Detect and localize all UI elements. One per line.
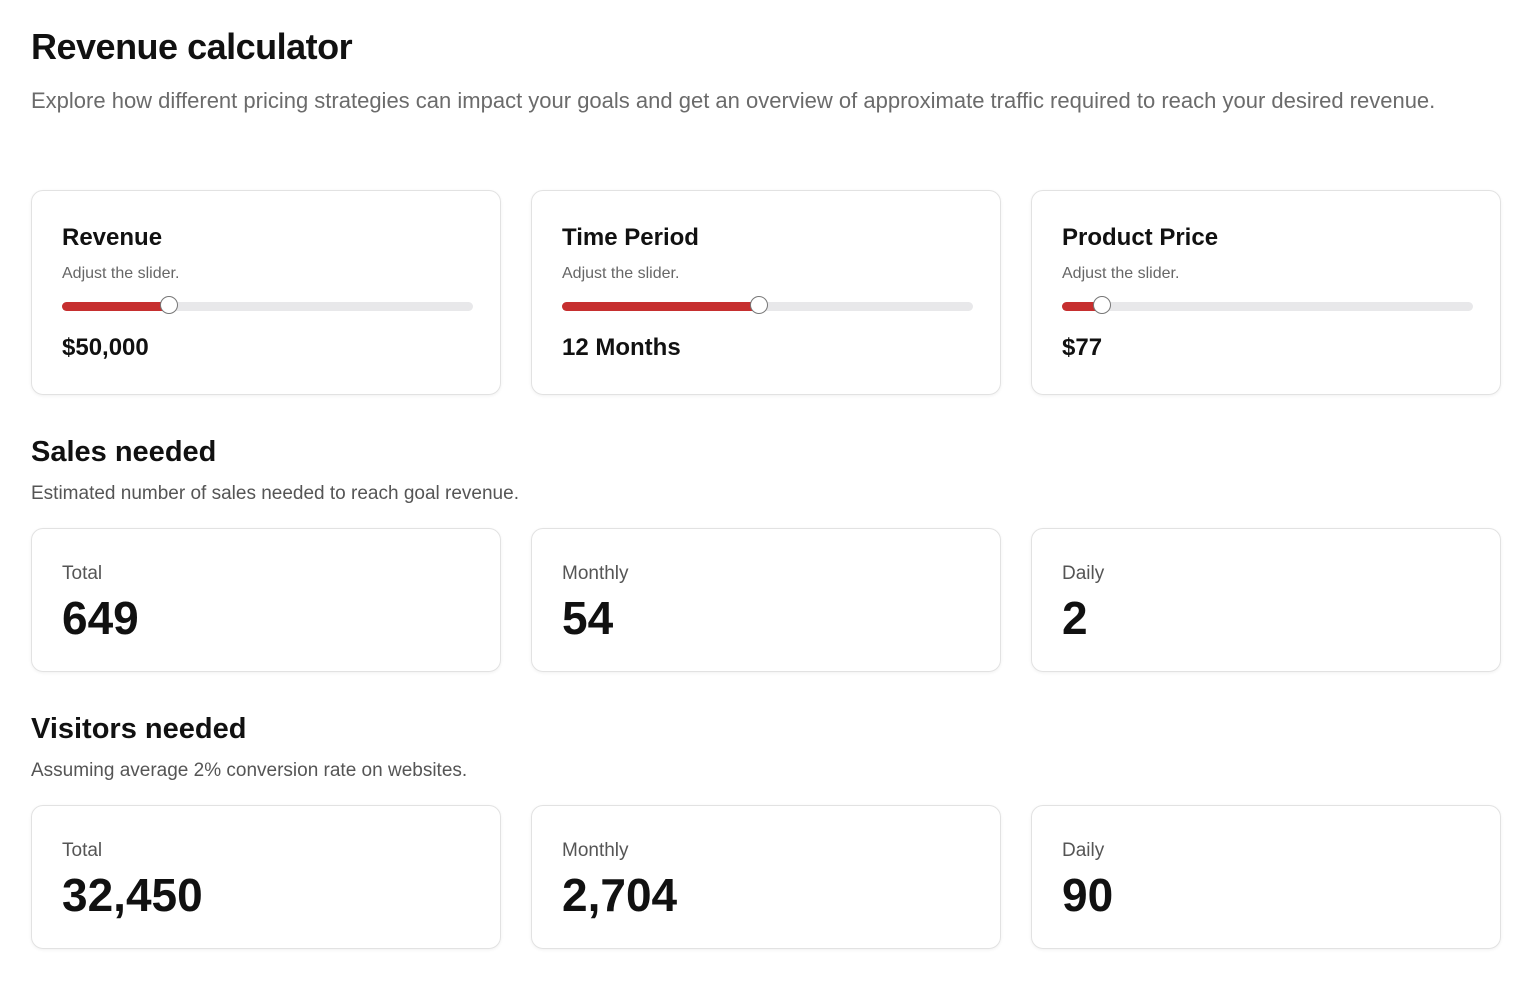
slider[interactable] — [562, 296, 973, 314]
input-value: $77 — [1062, 334, 1103, 361]
input-label: Product Price — [1062, 224, 1219, 251]
input-card: Revenue Adjust the slider. $50,000 — [31, 190, 501, 395]
input-row: Revenue Adjust the slider. $50,000 Time … — [31, 190, 1501, 395]
slider-thumb[interactable] — [160, 296, 178, 314]
input-value: $50,000 — [62, 334, 149, 361]
slider[interactable] — [1062, 296, 1473, 314]
sales-row: Total 649 Monthly 54 Daily 2 — [31, 528, 1501, 672]
input-value: 12 Months — [562, 334, 681, 361]
input-card: Product Price Adjust the slider. $77 — [1031, 190, 1501, 395]
section-title: Visitors needed — [31, 713, 247, 745]
slider-fill — [562, 302, 759, 311]
stat-value: 54 — [562, 592, 614, 644]
input-label: Revenue — [62, 224, 163, 251]
section-description: Estimated number of sales needed to reac… — [31, 483, 519, 504]
slider-thumb[interactable] — [750, 296, 768, 314]
stat-value: 2,704 — [562, 869, 678, 921]
stat-card: Daily 2 — [1031, 528, 1501, 672]
stat-value: 32,450 — [62, 869, 203, 921]
stat-card: Monthly 54 — [531, 528, 1001, 672]
slider-fill — [62, 302, 169, 311]
stat-value: 649 — [62, 592, 139, 644]
stat-card: Total 649 — [31, 528, 501, 672]
title: Revenue calculator — [31, 26, 353, 67]
slider-fill — [1062, 302, 1102, 311]
stat-label: Monthly — [562, 840, 629, 861]
stat-label: Daily — [1062, 840, 1105, 861]
stat-label: Total — [62, 563, 103, 584]
stat-card: Daily 90 — [1031, 805, 1501, 949]
input-hint: Adjust the slider. — [62, 265, 180, 282]
input-card: Time Period Adjust the slider. 12 Months — [531, 190, 1001, 395]
section-description: Assuming average 2% conversion rate on w… — [31, 760, 468, 781]
visitors-row: Total 32,450 Monthly 2,704 Daily 90 — [31, 805, 1501, 949]
section-title: Sales needed — [31, 436, 217, 468]
stat-label: Monthly — [562, 563, 629, 584]
slider[interactable] — [62, 296, 473, 314]
stat-card: Monthly 2,704 — [531, 805, 1001, 949]
stat-card: Total 32,450 — [31, 805, 501, 949]
input-hint: Adjust the slider. — [562, 265, 680, 282]
slider-thumb[interactable] — [1093, 296, 1111, 314]
input-hint: Adjust the slider. — [1062, 265, 1180, 282]
stat-value: 90 — [1062, 869, 1114, 921]
stat-label: Total — [62, 840, 103, 861]
input-label: Time Period — [562, 224, 699, 251]
stat-label: Daily — [1062, 563, 1105, 584]
stat-value: 2 — [1062, 592, 1088, 644]
description: Explore how different pricing strategies… — [31, 88, 1436, 113]
